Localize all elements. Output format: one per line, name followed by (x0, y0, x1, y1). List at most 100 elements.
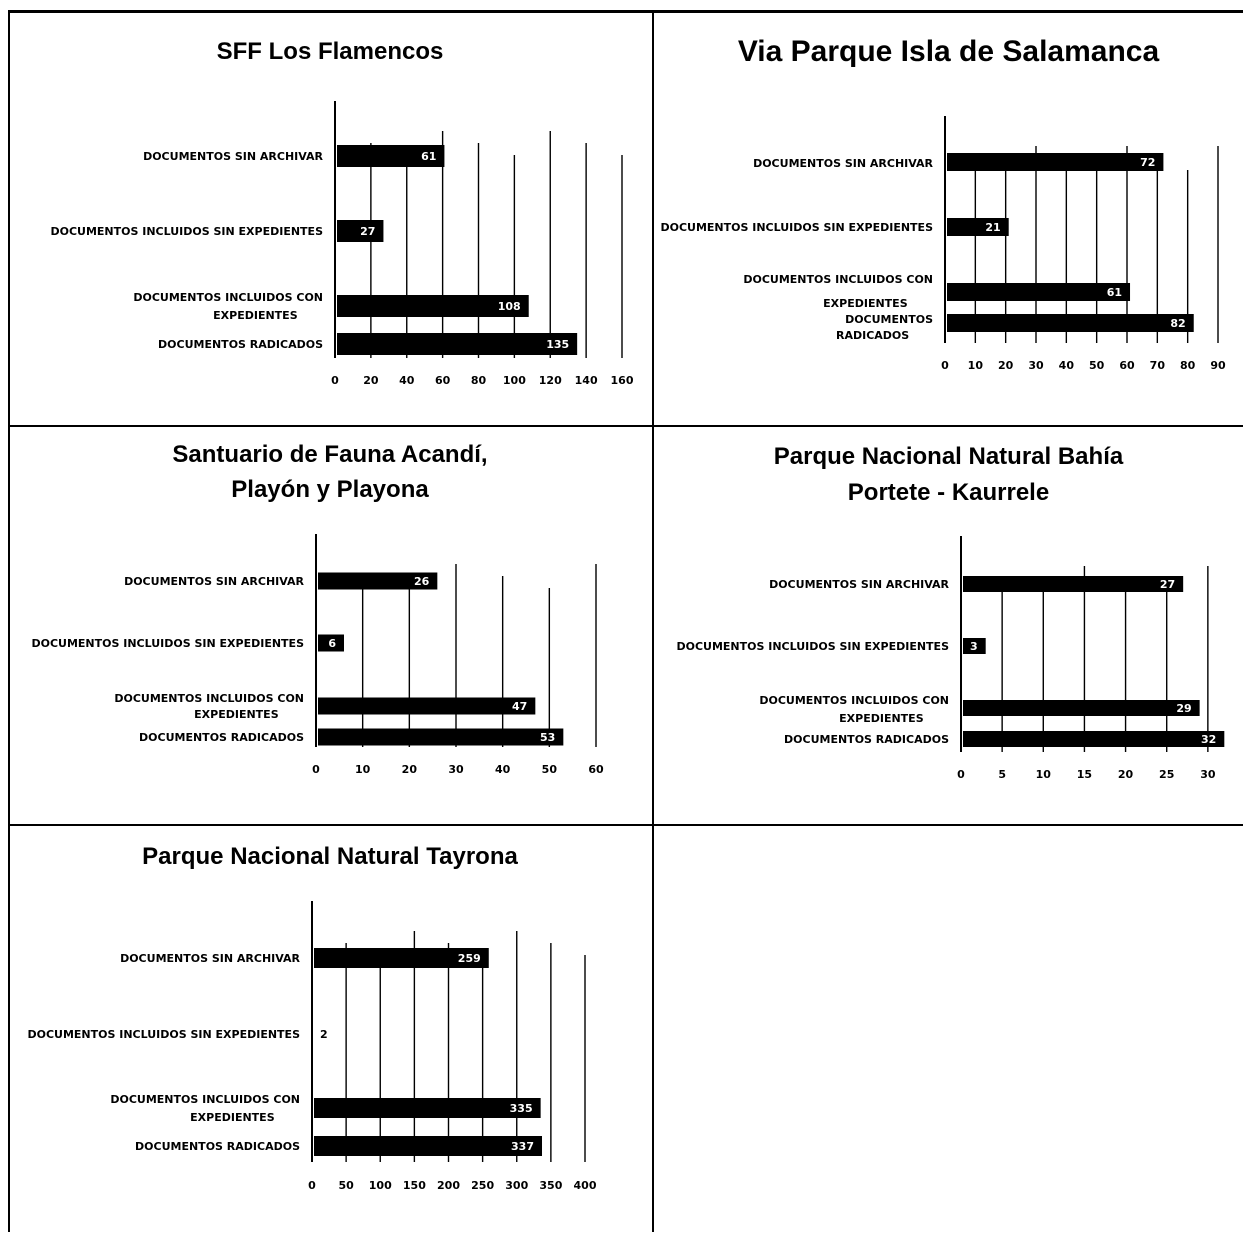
x-tick-label: 250 (471, 1179, 494, 1192)
x-tick-label: 10 (1036, 768, 1052, 781)
chart-title: Parque Nacional Natural Tayrona (142, 843, 518, 870)
bar (337, 145, 445, 167)
value-label: 6 (328, 637, 336, 650)
x-tick-label: 100 (369, 1179, 392, 1192)
x-tick-label: 80 (1180, 359, 1196, 372)
category-label: DOCUMENTOS RADICADOS (135, 1140, 300, 1153)
x-tick-label: 10 (968, 359, 984, 372)
bar (314, 1098, 541, 1118)
category-label: DOCUMENTOS INCLUIDOS SIN EXPEDIENTES (676, 640, 949, 653)
category-label: DOCUMENTOS SIN ARCHIVAR (769, 578, 949, 591)
value-label: 27 (360, 225, 375, 238)
bar-chart: Via Parque Isla de Salamanca 0 10 20 30 40 50 6… (660, 35, 1226, 372)
category-label: DOCUMENTOS INCLUIDOS CON EXPEDIENTES (114, 692, 304, 721)
frame-row-divider-2 (8, 824, 1243, 826)
x-tick-label: 40 (399, 374, 415, 387)
chart-panel-bahia-portete-kaurrele: Parque Nacional Natural Bahía Portete - K… (654, 427, 1243, 823)
value-label: 26 (414, 575, 430, 588)
chart-title: Santuario de Fauna Acandí, Playón y Playo… (172, 441, 487, 503)
value-label: 29 (1176, 702, 1191, 715)
x-tick-label: 20 (363, 374, 379, 387)
bar (963, 638, 986, 654)
category-label: DOCUMENTOS SIN ARCHIVAR (120, 952, 300, 965)
bar (337, 333, 578, 355)
bar (947, 283, 1131, 301)
bar (947, 218, 1009, 236)
category-label: DOCUMENTOS INCLUIDOS SIN EXPEDIENTES (27, 1028, 300, 1041)
bar (963, 576, 1184, 592)
x-tick-label: 60 (588, 763, 604, 776)
x-tick-label: 90 (1210, 359, 1226, 372)
bar (318, 572, 438, 590)
value-label: 21 (985, 221, 1000, 234)
value-label: 32 (1201, 733, 1216, 746)
category-label: DOCUMENTOS INCLUIDOS CON EXPEDIENTES (759, 694, 949, 725)
x-tick-label: 0 (312, 763, 320, 776)
category-label: DOCUMENTOS SIN ARCHIVAR (124, 575, 304, 588)
x-tick-label: 20 (1118, 768, 1134, 781)
value-label: 82 (1170, 317, 1185, 330)
bar (963, 700, 1200, 716)
value-label: 47 (512, 700, 527, 713)
frame-center-divider (652, 10, 654, 1232)
chart-title: Parque Nacional Natural Bahía Portete - K… (774, 443, 1124, 506)
x-tick-label: 0 (308, 1179, 316, 1192)
category-label: DOCUMENTOS RADICADOS (836, 313, 933, 342)
x-tick-label: 10 (355, 763, 371, 776)
bar-chart: SFF Los Flamencos 0 20 40 60 80 100 120 140 160 DO… (50, 38, 634, 387)
x-tick-label: 70 (1150, 359, 1166, 372)
value-label: 61 (421, 150, 436, 163)
x-tick-label: 140 (575, 374, 598, 387)
x-tick-label: 50 (542, 763, 558, 776)
x-tick-label: 40 (495, 763, 511, 776)
value-label: 259 (458, 952, 481, 965)
x-tick-label: 300 (505, 1179, 528, 1192)
value-label: 2 (320, 1028, 328, 1041)
x-tick-label: 5 (998, 768, 1006, 781)
bar (337, 220, 384, 242)
bar-chart: Parque Nacional Natural Bahía Portete - K… (676, 443, 1225, 781)
chart-panel-santuario-de-fauna-acandi: Santuario de Fauna Acandí, Playón y Playo… (10, 427, 650, 823)
bar (337, 295, 529, 317)
category-label: DOCUMENTOS INCLUIDOS CON EXPEDIENTES (133, 291, 323, 322)
bar (314, 1136, 543, 1156)
category-label: DOCUMENTOS INCLUIDOS SIN EXPEDIENTES (31, 637, 304, 650)
frame-left-border (8, 10, 10, 1232)
bar (947, 153, 1164, 171)
x-tick-label: 30 (448, 763, 464, 776)
value-label: 72 (1140, 156, 1155, 169)
chart-panel-pnn-tayrona: Parque Nacional Natural Tayrona 0 50 100 150… (10, 826, 650, 1234)
value-label: 108 (498, 300, 521, 313)
category-label: DOCUMENTOS INCLUIDOS SIN EXPEDIENTES (660, 221, 933, 234)
category-label: DOCUMENTOS INCLUIDOS SIN EXPEDIENTES (50, 225, 323, 238)
x-tick-label: 40 (1059, 359, 1075, 372)
value-label: 61 (1107, 286, 1122, 299)
x-tick-label: 80 (471, 374, 487, 387)
bar (318, 728, 564, 746)
frame-top-border (8, 10, 1243, 13)
value-label: 27 (1160, 578, 1175, 591)
category-label: DOCUMENTOS INCLUIDOS CON EXPEDIENTES (110, 1093, 300, 1124)
value-label: 53 (540, 731, 555, 744)
x-tick-label: 20 (998, 359, 1014, 372)
chart-panel-via-parque-isla-de-salamanca: Via Parque Isla de Salamanca 0 10 20 30 40 50 6… (654, 13, 1243, 423)
value-label: 337 (511, 1140, 534, 1153)
bar (318, 697, 536, 715)
chart-panel-sff-los-flamencos: SFF Los Flamencos 0 20 40 60 80 100 120 140 160 DO… (10, 13, 650, 423)
category-label: DOCUMENTOS SIN ARCHIVAR (753, 157, 933, 170)
x-tick-label: 30 (1200, 768, 1216, 781)
bar (947, 314, 1194, 332)
chart-title: Via Parque Isla de Salamanca (738, 35, 1160, 68)
category-label: DOCUMENTOS RADICADOS (158, 338, 323, 351)
value-label: 3 (970, 640, 978, 653)
category-label: DOCUMENTOS INCLUIDOS CON EXPEDIENTES (743, 273, 933, 310)
x-tick-label: 60 (435, 374, 451, 387)
category-label: DOCUMENTOS RADICADOS (139, 731, 304, 744)
x-tick-label: 60 (1119, 359, 1135, 372)
frame-row-divider-1 (8, 425, 1243, 427)
x-tick-label: 20 (402, 763, 418, 776)
category-label: DOCUMENTOS SIN ARCHIVAR (143, 150, 323, 163)
x-tick-label: 160 (611, 374, 634, 387)
x-tick-label: 350 (539, 1179, 562, 1192)
x-tick-label: 120 (539, 374, 562, 387)
